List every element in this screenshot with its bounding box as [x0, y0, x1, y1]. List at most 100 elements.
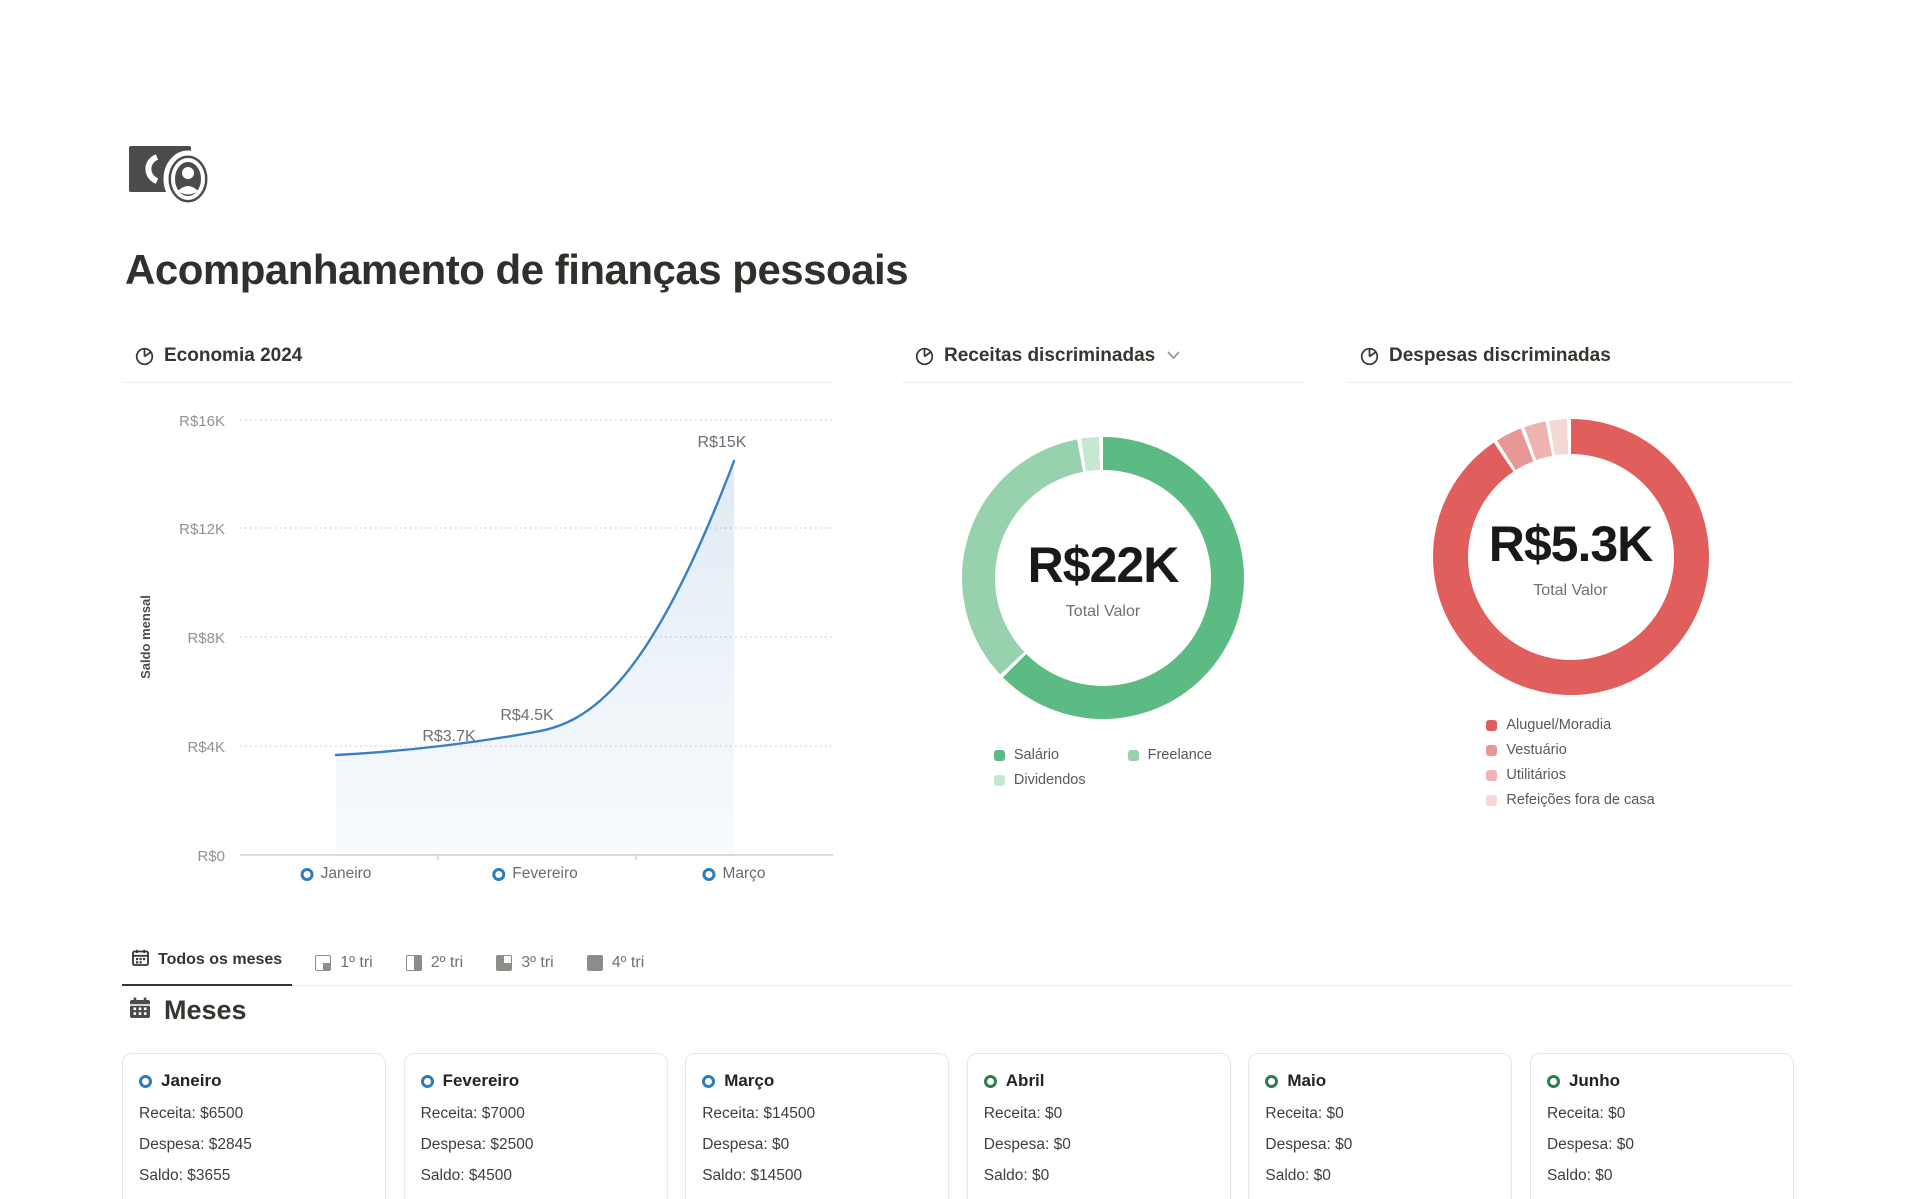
- fevereiro-marker-icon: [492, 867, 506, 881]
- despesa-line: Despesa: $2500: [420, 1136, 534, 1153]
- refeicoes-swatch-icon: [1486, 794, 1498, 806]
- section-despesas: Despesas discriminadas R$5.3K Total Valo…: [1347, 345, 1794, 808]
- calendar-grid-icon: [128, 996, 152, 1025]
- income-donut-chart: R$22K Total Valor: [962, 437, 1244, 719]
- quarter-2-icon: [405, 954, 422, 971]
- section-despesas-header: Despesas discriminadas: [1347, 345, 1794, 383]
- saldo-line: Saldo: $4500: [420, 1167, 512, 1184]
- meses-heading: Meses: [128, 995, 247, 1026]
- receita-line: Receita: $14500: [702, 1105, 816, 1122]
- saldo-line: Saldo: $14500: [702, 1167, 803, 1184]
- month-cards: Janeiro Receita: $6500 Despesa: $2845 Sa…: [122, 1053, 1794, 1199]
- calendar-icon: [132, 949, 149, 971]
- income-total-label: Total Valor: [1065, 602, 1141, 620]
- income-total-value: R$22K: [1027, 536, 1180, 593]
- section-receitas-title: Receitas discriminadas: [944, 345, 1156, 366]
- aluguel-swatch-icon: [1486, 719, 1498, 731]
- saldo-line: Saldo: $3655: [139, 1167, 231, 1184]
- point-label: R$4.5K: [500, 707, 554, 724]
- card-maio[interactable]: Maio Receita: $0 Despesa: $0 Saldo: $0: [1248, 1053, 1513, 1199]
- expenses-legend: Aluguel/Moradia Vestuário Utilitários Re…: [1486, 717, 1655, 808]
- receita-line: Receita: $0: [1546, 1105, 1626, 1122]
- saldo-line: Saldo: $0: [1546, 1167, 1613, 1184]
- receita-line: Receita: $6500: [139, 1105, 244, 1122]
- section-economia-title: Economia 2024: [164, 345, 303, 366]
- dividendos-swatch-icon: [993, 774, 1005, 786]
- quarter-1-icon: [315, 954, 332, 971]
- tab-1-tri[interactable]: 1º tri: [305, 948, 383, 985]
- expenses-total-label: Total Valor: [1533, 581, 1608, 599]
- money-banknote-coin-icon: [127, 138, 225, 208]
- point-label: R$3.7K: [422, 728, 476, 745]
- month-marker-icon: [702, 1074, 716, 1088]
- expenses-donut-hole: [1467, 454, 1674, 660]
- card-abril[interactable]: Abril Receita: $0 Despesa: $0 Saldo: $0: [966, 1053, 1231, 1199]
- quarter-tabs: Todos os meses 1º tri 2º tri 3º tri 4º t…: [122, 943, 1794, 986]
- despesa-line: Despesa: $0: [983, 1136, 1071, 1153]
- legend-item-utilitarios: Utilitários: [1486, 767, 1654, 783]
- receita-line: Receita: $7000: [420, 1105, 525, 1122]
- section-economia-header: Economia 2024: [122, 345, 833, 383]
- vestuario-swatch-icon: [1486, 744, 1498, 756]
- section-despesas-title: Despesas discriminadas: [1389, 345, 1611, 366]
- utilitarios-swatch-icon: [1486, 769, 1498, 781]
- quarter-4-icon: [586, 954, 603, 971]
- x-axis-label-janeiro: Janeiro: [300, 865, 371, 883]
- pie-chart-icon: [1360, 347, 1379, 366]
- month-marker-icon: [420, 1074, 434, 1088]
- despesa-line: Despesa: $0: [1546, 1136, 1634, 1153]
- chevron-down-icon[interactable]: [1167, 347, 1180, 365]
- month-marker-icon: [1265, 1074, 1279, 1088]
- despesa-line: Despesa: $2845: [139, 1136, 252, 1153]
- income-donut-hole: [995, 470, 1211, 686]
- page-title: Acompanhamento de finanças pessoais: [125, 246, 909, 293]
- ytick: R$8K: [187, 630, 225, 647]
- month-marker-icon: [1546, 1074, 1560, 1088]
- pie-chart-icon: [135, 347, 154, 366]
- y-axis-label: Saldo mensal: [138, 595, 153, 679]
- despesa-line: Despesa: $0: [1265, 1136, 1353, 1153]
- expenses-total-value: R$5.3K: [1488, 515, 1654, 572]
- section-receitas-header[interactable]: Receitas discriminadas: [902, 345, 1304, 383]
- legend-item-salario: Salário: [993, 747, 1086, 763]
- legend-item-refeicoes: Refeições fora de casa: [1486, 792, 1655, 808]
- point-label: R$15K: [698, 434, 747, 451]
- ytick: R$16K: [179, 413, 225, 430]
- salario-swatch-icon: [993, 749, 1005, 761]
- meses-title: Meses: [164, 995, 247, 1025]
- freelance-swatch-icon: [1127, 749, 1139, 761]
- section-receitas: Receitas discriminadas R$22K Total Valor…: [902, 345, 1304, 788]
- pie-chart-icon: [915, 347, 934, 366]
- ytick: R$4K: [187, 739, 225, 756]
- legend-item-vestuario: Vestuário: [1486, 742, 1654, 758]
- card-marco[interactable]: Março Receita: $14500 Despesa: $0 Saldo:…: [685, 1053, 950, 1199]
- legend-item-freelance: Freelance: [1127, 747, 1212, 763]
- tab-todos-os-meses[interactable]: Todos os meses: [122, 943, 293, 986]
- tab-2-tri[interactable]: 2º tri: [396, 948, 474, 985]
- expenses-donut-chart: R$5.3K Total Valor: [1432, 419, 1709, 695]
- receita-line: Receita: $0: [1265, 1105, 1344, 1122]
- tab-4-tri[interactable]: 4º tri: [577, 948, 655, 985]
- saldo-line: Saldo: $0: [1265, 1167, 1331, 1184]
- savings-line-chart: R$16K R$12K R$8K R$4K R$0 R$3.7K R$4.5K …: [122, 383, 833, 898]
- ytick: R$0: [197, 848, 225, 865]
- tab-3-tri[interactable]: 3º tri: [486, 948, 564, 985]
- legend-item-dividendos: Dividendos: [993, 772, 1086, 788]
- month-marker-icon: [139, 1074, 152, 1088]
- x-axis-label-fevereiro: Fevereiro: [492, 865, 578, 883]
- receita-line: Receita: $0: [983, 1105, 1063, 1122]
- ytick: R$12K: [179, 521, 225, 538]
- legend-item-aluguel: Aluguel/Moradia: [1486, 717, 1654, 733]
- despesa-line: Despesa: $0: [702, 1136, 790, 1153]
- card-fevereiro[interactable]: Fevereiro Receita: $7000 Despesa: $2500 …: [403, 1053, 668, 1199]
- saldo-line: Saldo: $0: [983, 1167, 1050, 1184]
- janeiro-marker-icon: [300, 867, 314, 881]
- section-economia: Economia 2024: [122, 345, 833, 898]
- income-legend: Salário Freelance Dividendos: [993, 747, 1212, 788]
- month-marker-icon: [983, 1074, 997, 1088]
- card-janeiro[interactable]: Janeiro Receita: $6500 Despesa: $2845 Sa…: [122, 1053, 386, 1199]
- card-junho[interactable]: Junho Receita: $0 Despesa: $0 Saldo: $0: [1529, 1053, 1794, 1199]
- quarter-3-icon: [496, 954, 513, 971]
- x-axis-label-marco: Março: [702, 865, 766, 883]
